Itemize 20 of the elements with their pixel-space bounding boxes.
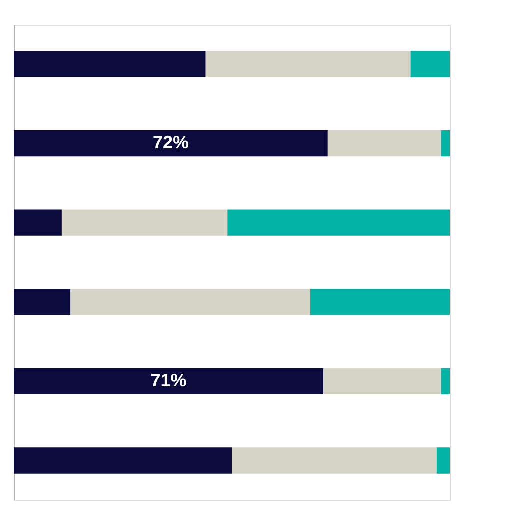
bar <box>14 210 62 236</box>
bar <box>14 368 324 395</box>
bar <box>228 210 450 236</box>
bar <box>324 368 442 395</box>
bar <box>14 448 232 474</box>
bar <box>232 448 437 474</box>
bar <box>14 51 206 78</box>
data-label: 71% <box>150 370 187 390</box>
bar <box>206 51 411 78</box>
bar <box>441 130 450 157</box>
bar <box>310 289 450 316</box>
bar <box>436 448 450 474</box>
data-label: 72% <box>152 132 189 153</box>
bar <box>410 51 450 78</box>
bar <box>14 289 71 316</box>
bar <box>441 368 450 395</box>
bar <box>62 210 228 236</box>
bar <box>328 130 442 157</box>
bar <box>14 130 328 157</box>
bar <box>70 289 310 316</box>
